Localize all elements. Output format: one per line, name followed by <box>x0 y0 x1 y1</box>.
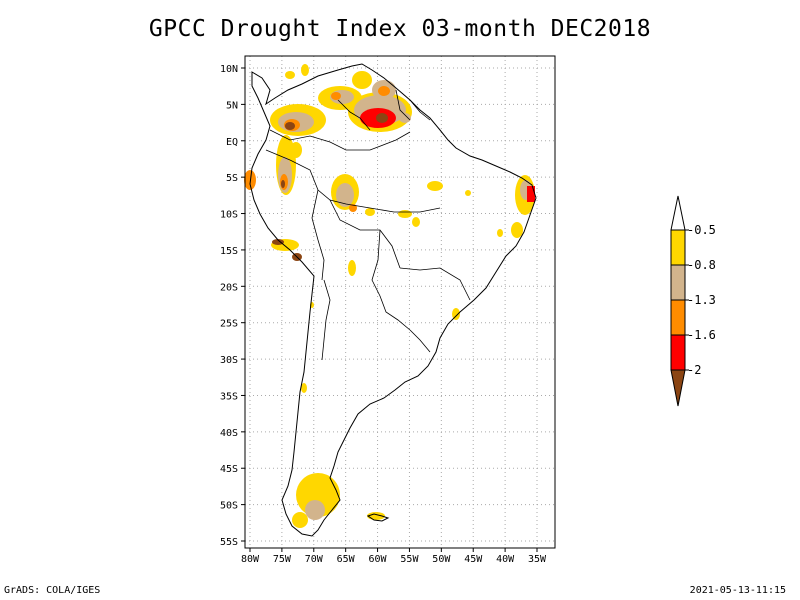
lat-tick-label: 25S <box>220 319 238 330</box>
colorbar-above-triangle <box>670 195 686 231</box>
lat-tick-label: 50S <box>220 501 238 512</box>
lat-tick-label: 10S <box>220 210 238 221</box>
colorbar-label: -0.8 <box>687 258 716 272</box>
colorbar-label: -0.5 <box>687 223 716 237</box>
lat-tick-label: 55S <box>220 537 238 548</box>
lat-tick-label: 5N <box>226 100 238 111</box>
lon-tick-label: 70W <box>305 554 324 565</box>
lon-tick-label: 75W <box>273 554 292 565</box>
coastline <box>249 63 537 537</box>
lat-tick-label: 35S <box>220 391 238 402</box>
colorbar-segment <box>670 229 686 266</box>
colorbar-label: -1.3 <box>687 293 716 307</box>
map-title: GPCC Drought Index 03-month DEC2018 <box>148 16 652 42</box>
lon-tick-label: 50W <box>432 554 451 565</box>
colorbar-segment <box>670 264 686 301</box>
lat-tick-label: 15S <box>220 246 238 257</box>
longitude-labels: 80W 75W 70W 65W 60W 55W 50W 45W 40W 35W <box>241 548 547 565</box>
lat-tick-label: 10N <box>220 64 238 75</box>
plot-frame <box>244 55 556 549</box>
colorbar: -0.5 -0.8 -1.3 -1.6 -2 <box>670 195 716 407</box>
colorbar-segment <box>670 299 686 336</box>
lon-tick-label: 60W <box>369 554 388 565</box>
lon-tick-label: 35W <box>528 554 547 565</box>
lat-tick-label: 20S <box>220 282 238 293</box>
colorbar-below-triangle <box>670 369 686 407</box>
footer-credit: GrADS: COLA/IGES <box>4 585 101 596</box>
lon-tick-label: 45W <box>464 554 483 565</box>
footer-timestamp: 2021-05-13-11:15 <box>689 585 786 596</box>
lon-tick-label: 65W <box>337 554 356 565</box>
lon-tick-label: 80W <box>241 554 260 565</box>
colorbar-label: -1.6 <box>687 328 716 342</box>
colorbar-segment <box>670 334 686 371</box>
country-borders <box>265 89 471 361</box>
lat-tick-label: EQ <box>226 137 238 148</box>
lat-tick-label: 40S <box>220 428 238 439</box>
latitude-labels: 10N 5N EQ 5S 10S 15S 20S 25S 30S 35S 40S 45S 50S 55S <box>220 64 245 548</box>
lat-tick-label: 45S <box>220 464 238 475</box>
colorbar-label: -2 <box>687 363 701 377</box>
falkland-islands <box>366 513 390 522</box>
drought-shading <box>244 64 535 528</box>
lat-tick-label: 5S <box>226 173 238 184</box>
lat-tick-label: 30S <box>220 355 238 366</box>
lon-tick-label: 55W <box>400 554 419 565</box>
lon-tick-label: 40W <box>496 554 515 565</box>
